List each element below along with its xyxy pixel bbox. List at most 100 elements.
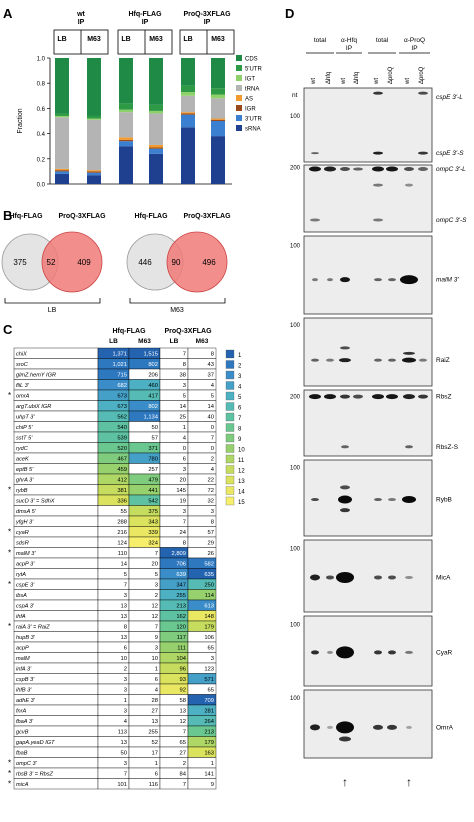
cell-value: 2 — [155, 593, 158, 599]
blot-band — [340, 508, 350, 513]
cell-value: 141 — [204, 772, 214, 778]
size-marker: 100 — [290, 323, 301, 329]
blot-label: OmrA — [436, 724, 454, 731]
cell-value: 1 — [211, 761, 214, 767]
row-name: yfgH 3' — [15, 520, 34, 526]
legend-label: sRNA — [245, 127, 261, 133]
legend-swatch — [236, 115, 242, 121]
cell-value: 6 — [155, 772, 158, 778]
cell-value: 336 — [117, 499, 127, 505]
cell-value: 123 — [204, 667, 214, 673]
cell-value: 13 — [121, 740, 127, 746]
cell-value: 14 — [180, 404, 187, 410]
cell-value: 7 — [155, 625, 158, 631]
scale-label: 3 — [238, 374, 242, 380]
bar-segment-as — [87, 170, 101, 172]
panel-a-stacked-bar-chart: 0.00.20.40.60.81.0FractionwtIPHfq-FLAGIP… — [17, 11, 262, 189]
cell-value: 709 — [204, 698, 214, 704]
row-name: sucD 3' = SdhX — [16, 499, 55, 505]
cell-value: 542 — [148, 499, 158, 505]
cell-value: 50 — [152, 425, 158, 431]
y-tick-label: 0.2 — [37, 157, 46, 163]
scale-label: 2 — [238, 364, 242, 370]
blot-band — [419, 358, 427, 362]
row-name-cell — [13, 704, 99, 716]
cell-value: 179 — [204, 625, 214, 631]
cell-value: 5 — [155, 572, 158, 578]
bar-segment-5utr — [181, 85, 195, 93]
row-name: glmZ.hemY IGR — [16, 373, 56, 379]
blot-band — [405, 183, 413, 187]
scale-swatch — [225, 349, 235, 359]
venn-right-circle — [166, 231, 228, 293]
blot-band — [340, 394, 350, 399]
blot-group-label: α-ProQ — [404, 37, 425, 44]
blot-panel — [303, 615, 433, 687]
cell-value: 19 — [180, 499, 186, 505]
legend-label: IGT — [245, 77, 255, 83]
bar-segment-as — [149, 144, 163, 148]
cell-value: 26 — [208, 551, 214, 557]
bar-segment-igt — [119, 109, 133, 113]
size-marker: 100 — [290, 547, 301, 553]
cell-value: 417 — [148, 394, 158, 400]
cell-value: 3 — [124, 593, 127, 599]
blot-band — [327, 725, 333, 729]
cell-value: 24 — [180, 530, 187, 536]
lane-label: ΔproQ — [388, 66, 394, 84]
scale-label: 8 — [238, 427, 242, 433]
blot-group-sub: IP — [411, 45, 417, 52]
cell-value: 4 — [211, 467, 215, 473]
cell-value: 3 — [183, 383, 186, 389]
bar-segment-igr — [87, 171, 101, 173]
scale-swatch — [225, 433, 235, 443]
y-tick-label: 0.6 — [37, 107, 46, 113]
blot-band — [388, 575, 396, 580]
blot-band — [372, 394, 384, 400]
cell-value: 25 — [180, 415, 186, 421]
cell-value: 50 — [121, 751, 127, 757]
cell-value: 7 — [183, 782, 186, 788]
blot-label: CyaR — [436, 649, 453, 656]
cell-value: 639 — [176, 572, 186, 578]
group-header-line2: IP — [142, 19, 149, 26]
lane-label: wt — [405, 78, 411, 85]
cell-value: 8 — [183, 541, 186, 547]
blot-band — [311, 498, 319, 502]
lane-label: wt — [374, 78, 380, 85]
venn-right-name: ProQ-3XFLAG — [58, 213, 106, 220]
row-name: infA 3' — [16, 667, 32, 673]
blot-panel — [303, 235, 433, 315]
size-marker: 100 — [290, 466, 301, 472]
blot-band — [373, 724, 383, 730]
scale-swatch — [225, 496, 235, 506]
venn-overlap-count: 52 — [47, 258, 56, 267]
cell-value: 4 — [211, 383, 215, 389]
bar-segment-igt — [55, 115, 69, 118]
row-name: chiP 5' — [16, 425, 33, 431]
blot-band — [400, 275, 418, 285]
cell-value: 72 — [208, 488, 214, 494]
blot-band — [405, 445, 413, 449]
cell-value: 1 — [124, 698, 127, 704]
cell-value: 14 — [121, 562, 128, 568]
cell-value: 20 — [180, 478, 186, 484]
cell-value: 9 — [155, 635, 158, 641]
blot-group-label: total — [314, 37, 327, 44]
bar-segment-igr — [119, 139, 133, 142]
blot-panel — [303, 87, 433, 163]
blot-panel — [303, 539, 433, 613]
row-name: omrA — [16, 394, 30, 400]
cell-value: 213 — [204, 730, 214, 736]
bar-segment-srna — [87, 175, 101, 184]
cell-value: 582 — [204, 562, 214, 568]
row-name: raiA 3' = RaiZ — [16, 625, 50, 631]
cell-value: 13 — [180, 709, 186, 715]
blot-band — [373, 91, 383, 95]
blot-band — [336, 721, 354, 734]
table-col-header: M63 — [196, 338, 209, 345]
blot-band — [339, 358, 351, 363]
blot-label: RbsZ-S — [436, 444, 459, 451]
cell-value: 1 — [155, 761, 158, 767]
cell-value: 3 — [124, 761, 127, 767]
